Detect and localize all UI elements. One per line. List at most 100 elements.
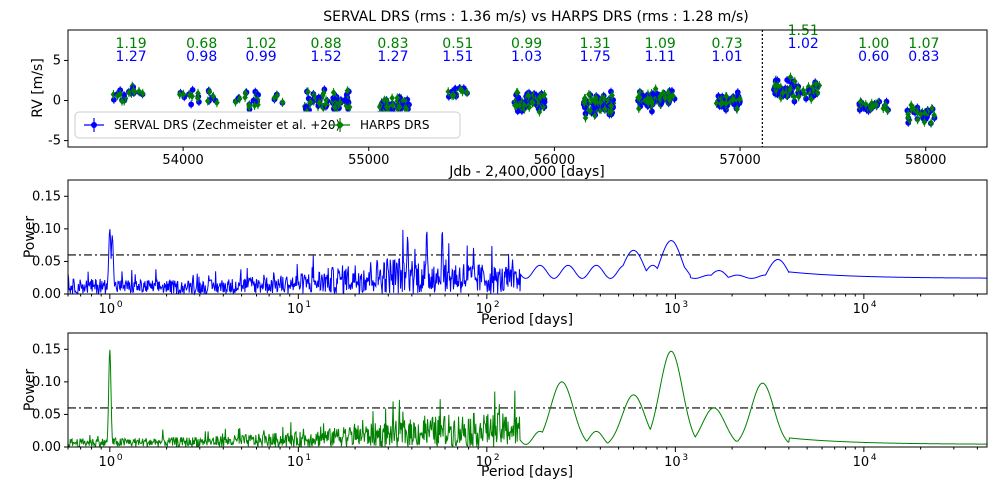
harps-rv-point: [346, 103, 353, 111]
serval-season-rms-label: 1.27: [377, 49, 408, 65]
serval-rv-point: [774, 77, 781, 84]
harps-rv-point: [396, 103, 403, 111]
legend-serval-label: SERVAL DRS (Zechmeister et al. +20): [114, 118, 340, 132]
harps-rv-point: [337, 99, 344, 107]
harps-rv-point: [139, 89, 146, 97]
harps-rv-point: [795, 93, 802, 101]
harps-rv-point: [189, 92, 195, 100]
rv-x-tick-label: 58000: [905, 153, 946, 168]
harps-rv-point: [525, 92, 532, 100]
harps-rv-point: [792, 77, 798, 85]
rv-timeseries-panel: SERVAL DRS (rms : 1.36 m/s) vs HARPS DRS…: [30, 9, 988, 180]
serval-x-tick-label: 10: [287, 302, 304, 317]
harps-season-rms-label: 1.31: [580, 36, 611, 52]
harps-season-rms-label: 1.19: [116, 36, 147, 52]
harps-rv-point: [791, 93, 797, 101]
harps-rv-point: [180, 90, 187, 98]
rv-y-tick-label: -5: [48, 134, 61, 149]
harps-rv-point: [242, 89, 249, 97]
harps-rv-point: [457, 85, 464, 93]
harps-rv-point: [581, 99, 588, 107]
harps-rv-point: [608, 107, 615, 116]
harps-rv-point: [736, 95, 743, 103]
serval-x-tick-label: 10: [476, 302, 493, 317]
harps-rv-point: [587, 107, 594, 115]
serval-y-tick-label: 0.10: [32, 222, 61, 237]
harps-rv-point: [636, 93, 643, 102]
harps-rv-point: [645, 99, 652, 107]
season-rms-annotations: 1.191.270.680.981.020.990.881.520.831.27…: [116, 23, 940, 65]
harps-rv-point: [730, 95, 736, 103]
serval-season-rms-label: 1.03: [511, 49, 542, 65]
harps-rv-point: [778, 94, 784, 102]
harps-rv-point: [931, 111, 937, 119]
harps-rv-point: [733, 98, 740, 106]
serval-x-tick-exponent: 1: [305, 300, 311, 310]
harps-rv-point: [130, 87, 137, 95]
harps-rv-point: [376, 103, 383, 111]
serval-periodogram-curve: [67, 229, 988, 296]
harps-x-tick-label: 10: [853, 455, 870, 470]
harps-rv-point: [800, 87, 807, 95]
harps-rv-point: [592, 98, 598, 106]
harps-y-tick-label: 0.15: [32, 342, 61, 357]
harps-x-tick-exponent: 2: [494, 453, 500, 463]
harps-x-tick-exponent: 4: [871, 453, 877, 463]
serval-x-tick-exponent: 0: [117, 300, 123, 310]
harps-x-tick-exponent: 0: [117, 453, 123, 463]
rv-y-tick-label: 5: [53, 53, 61, 68]
harps-rv-point: [734, 104, 740, 112]
harps-rv-point: [787, 73, 794, 81]
harps-rv-point: [459, 88, 466, 96]
serval-season-rms-label: 1.11: [645, 49, 676, 65]
rv-data-marks: [110, 72, 938, 128]
serval-x-axis-label: Period [days]: [481, 312, 573, 328]
rv-y-axis-label: RV [m/s]: [30, 58, 46, 118]
harps-rv-point: [204, 97, 211, 105]
harps-x-tick-exponent: 1: [305, 453, 311, 463]
harps-rv-point: [330, 88, 337, 97]
harps-rv-point: [783, 87, 789, 95]
serval-rv-point: [452, 85, 459, 92]
harps-rv-point: [814, 89, 821, 97]
serval-season-rms-label: 1.02: [788, 36, 819, 52]
harps-rv-point: [914, 116, 921, 124]
legend-frame: [74, 111, 461, 139]
harps-y-tick-label: 0.00: [32, 440, 61, 455]
harps-rv-point: [344, 87, 351, 95]
harps-rv-point: [246, 101, 252, 109]
harps-rv-point: [905, 113, 911, 122]
rv-plot-frame: [67, 29, 988, 148]
harps-rv-point: [609, 91, 615, 99]
serval-rv-point: [255, 91, 262, 98]
harps-rv-point: [236, 95, 243, 103]
serval-rv-point: [189, 86, 196, 93]
harps-rv-point: [665, 89, 671, 97]
harps-x-axis-label: Period [days]: [481, 464, 573, 480]
harps-rv-point: [928, 119, 935, 127]
harps-season-rms-label: 0.51: [442, 36, 473, 52]
serval-season-rms-label: 1.75: [580, 49, 611, 65]
harps-rv-point: [884, 106, 891, 115]
rv-x-tick-label: 54000: [162, 153, 203, 168]
legend-harps-label: HARPS DRS: [360, 118, 429, 132]
harps-rv-point: [274, 92, 280, 100]
serval-x-tick-label: 10: [853, 302, 870, 317]
serval-rv-point: [649, 108, 655, 115]
serval-rv-point: [110, 96, 117, 103]
serval-season-rms-label: 1.27: [116, 49, 147, 65]
harps-rv-point: [652, 85, 659, 93]
harps-rv-point: [394, 94, 401, 102]
harps-rv-point: [119, 97, 125, 105]
serval-rv-point: [330, 95, 337, 101]
serval-season-rms-label: 0.98: [186, 49, 217, 65]
rv-x-axis-label: Jdb - 2,400,000 [days]: [448, 164, 605, 180]
harps-rv-point: [795, 84, 801, 93]
harps-rv-point: [816, 81, 823, 90]
serval-rv-point: [581, 104, 588, 111]
legend-serval-marker: [84, 118, 104, 132]
harps-rv-point: [868, 104, 874, 113]
harps-rv-point: [206, 88, 213, 96]
